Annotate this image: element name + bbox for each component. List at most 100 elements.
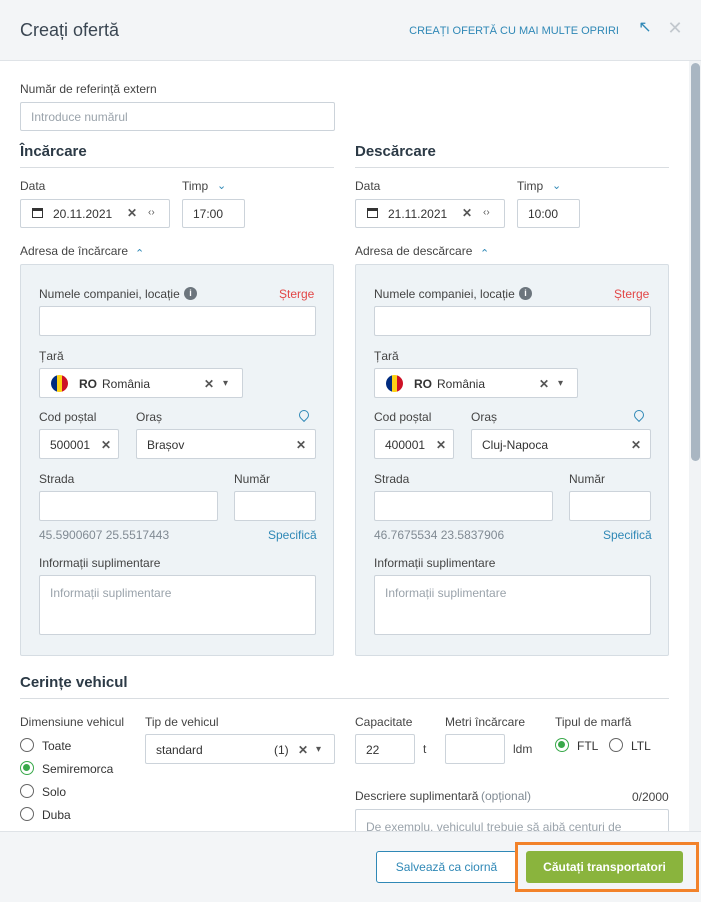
dropdown-caret-icon[interactable]: ▾ [558, 378, 564, 389]
loading-time-label: Timp [182, 179, 209, 193]
unloading-time-input[interactable]: 10:00 [517, 199, 580, 228]
reference-input[interactable]: Introduce numărul [20, 102, 335, 131]
dropdown-caret-icon[interactable]: ▾ [316, 744, 322, 755]
city-input[interactable]: Brașov ✕ [136, 429, 316, 459]
extra-info-placeholder: Informații suplimentare [385, 586, 507, 600]
vehicle-type-select[interactable]: standard (1) ✕ ▾ [145, 734, 335, 764]
number-input[interactable] [234, 491, 316, 521]
postal-code-value: 500001 [50, 438, 91, 452]
info-icon[interactable]: i [184, 287, 197, 300]
unloading-date-label: Data [355, 179, 381, 193]
clear-country-icon[interactable]: ✕ [204, 377, 215, 391]
extra-description-placeholder: De exemplu, vehiculul trebuie să aibă ce… [366, 820, 622, 834]
postal-code-label: Cod poștal [374, 410, 432, 424]
country-label: Țară [39, 349, 64, 363]
modal-header: Creați ofertă CREAȚI OFERTĂ CU MAI MULTE… [0, 0, 701, 61]
scrollbar-thumb[interactable] [691, 63, 700, 461]
loading-date-input[interactable]: 20.11.2021 ✕ ‹› [20, 199, 170, 228]
number-input[interactable] [569, 491, 651, 521]
clear-country-icon[interactable]: ✕ [539, 377, 550, 391]
size-radio-solo[interactable] [20, 784, 34, 798]
country-name: România [102, 377, 151, 391]
extra-info-textarea[interactable]: Informații suplimentare [39, 575, 316, 635]
scrollbar[interactable] [689, 61, 701, 831]
clear-date-icon[interactable]: ✕ [462, 206, 473, 220]
unloading-divider [355, 167, 669, 168]
date-arrows-icon[interactable]: ‹› [483, 207, 490, 218]
chevron-up-icon[interactable]: ⌃ [480, 248, 490, 260]
unloading-time-label: Timp [517, 179, 544, 193]
description-counter: 0/2000 [632, 790, 669, 804]
size-radio-toate[interactable] [20, 738, 34, 752]
city-value: Brașov [147, 438, 185, 452]
cargo-option-label: FTL [577, 739, 599, 753]
street-label: Strada [39, 472, 75, 486]
chevron-down-icon[interactable]: ⌄ [552, 180, 562, 192]
capacity-input[interactable]: 22 [355, 734, 415, 764]
cargo-type-label: Tipul de marfă [555, 715, 632, 729]
clear-city-icon[interactable]: ✕ [296, 438, 307, 452]
city-value: Cluj-Napoca [482, 438, 549, 452]
clear-city-icon[interactable]: ✕ [631, 438, 642, 452]
company-location-label: Numele companiei, locație [39, 287, 180, 301]
vehicle-divider [20, 698, 669, 699]
city-input[interactable]: Cluj-Napoca ✕ [471, 429, 651, 459]
company-location-input[interactable] [374, 306, 651, 336]
clear-postal-icon[interactable]: ✕ [101, 438, 112, 452]
country-select[interactable]: RO România ✕ ▾ [374, 368, 578, 398]
clear-date-icon[interactable]: ✕ [127, 206, 138, 220]
size-radio-semiremorca[interactable] [20, 761, 34, 775]
arrow-up-left-icon[interactable]: ↖ [638, 19, 652, 36]
loading-time-input[interactable]: 17:00 [182, 199, 245, 228]
extra-info-label: Informații suplimentare [39, 556, 161, 570]
cargo-radio-ltl[interactable] [609, 738, 623, 752]
country-select[interactable]: RO România ✕ ▾ [39, 368, 243, 398]
capacity-value: 22 [366, 743, 380, 757]
capacity-label: Capacitate [355, 715, 413, 729]
loading-address-panel: Numele companiei, locație i Șterge Țară … [20, 264, 334, 656]
unloading-time-value: 10:00 [528, 207, 559, 221]
size-option-label: Semiremorca [42, 762, 114, 776]
loading-address-label: Adresa de încărcare [20, 244, 129, 258]
search-carriers-button[interactable]: Căutați transportatori [526, 851, 683, 883]
loading-meters-unit: ldm [513, 742, 533, 756]
specify-link[interactable]: Specifică [603, 528, 652, 542]
street-input[interactable] [39, 491, 218, 521]
coordinates-text: 46.7675534 23.5837906 [374, 528, 505, 542]
clear-type-icon[interactable]: ✕ [298, 743, 309, 757]
chevron-up-icon[interactable]: ⌃ [135, 248, 145, 260]
company-location-input[interactable] [39, 306, 316, 336]
size-radio-duba[interactable] [20, 807, 34, 821]
multi-stop-offer-link[interactable]: CREAȚI OFERTĂ CU MAI MULTE OPRIRI [409, 25, 619, 37]
clear-postal-icon[interactable]: ✕ [436, 438, 447, 452]
vehicle-type-count: (1) [274, 743, 289, 757]
size-option-label: Solo [42, 785, 67, 799]
delete-link[interactable]: Șterge [614, 287, 650, 301]
extra-info-textarea[interactable]: Informații suplimentare [374, 575, 651, 635]
info-icon[interactable]: i [519, 287, 532, 300]
delete-link[interactable]: Șterge [279, 287, 315, 301]
close-icon[interactable]: ✕ [667, 18, 683, 38]
extra-info-placeholder: Informații suplimentare [50, 586, 172, 600]
country-code: RO [414, 377, 432, 391]
street-input[interactable] [374, 491, 553, 521]
reference-placeholder: Introduce numărul [31, 110, 128, 124]
street-label: Strada [374, 472, 410, 486]
loading-meters-input[interactable] [445, 734, 505, 764]
specify-link[interactable]: Specifică [268, 528, 317, 542]
vehicle-type-label: Tip de vehicul [145, 715, 219, 729]
chevron-down-icon[interactable]: ⌄ [217, 180, 227, 192]
postal-code-input[interactable]: 500001 ✕ [39, 429, 119, 459]
highlight-frame [515, 842, 699, 892]
date-arrows-icon[interactable]: ‹› [148, 207, 155, 218]
unloading-date-input[interactable]: 21.11.2021 ✕ ‹› [355, 199, 505, 228]
save-draft-button[interactable]: Salvează ca ciornă [376, 851, 517, 883]
dropdown-caret-icon[interactable]: ▾ [223, 378, 229, 389]
cargo-radio-ftl[interactable] [555, 738, 569, 752]
loading-meters-label: Metri încărcare [445, 715, 526, 729]
extra-description-optional: (opțional) [481, 789, 532, 803]
postal-code-input[interactable]: 400001 ✕ [374, 429, 454, 459]
location-pin-icon[interactable] [296, 407, 312, 423]
location-pin-icon[interactable] [631, 407, 647, 423]
loading-divider [20, 167, 334, 168]
